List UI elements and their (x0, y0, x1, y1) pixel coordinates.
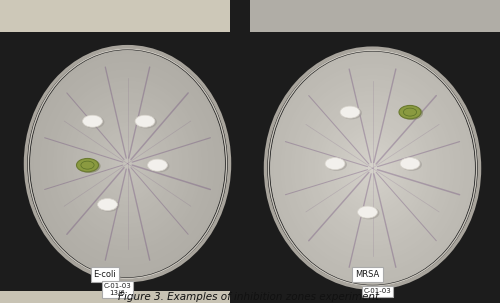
Ellipse shape (52, 76, 202, 251)
Text: C-01-03
13/6: C-01-03 13/6 (104, 283, 132, 296)
Ellipse shape (348, 141, 397, 195)
Ellipse shape (294, 79, 451, 258)
Ellipse shape (270, 52, 475, 285)
Ellipse shape (36, 58, 218, 270)
Ellipse shape (325, 158, 345, 170)
Ellipse shape (400, 106, 423, 120)
Ellipse shape (358, 206, 378, 218)
Ellipse shape (298, 83, 448, 254)
Ellipse shape (136, 116, 157, 128)
Ellipse shape (290, 75, 454, 261)
Ellipse shape (287, 71, 458, 265)
Ellipse shape (366, 160, 380, 176)
Ellipse shape (358, 207, 380, 219)
Ellipse shape (66, 92, 189, 236)
Ellipse shape (114, 148, 140, 179)
Ellipse shape (321, 110, 424, 227)
Ellipse shape (98, 130, 157, 198)
Ellipse shape (345, 137, 400, 199)
Ellipse shape (400, 158, 420, 170)
Ellipse shape (111, 145, 144, 182)
Ellipse shape (274, 55, 471, 281)
Ellipse shape (82, 111, 173, 217)
Ellipse shape (352, 145, 393, 191)
Ellipse shape (43, 65, 212, 262)
Text: C-01-03: C-01-03 (364, 288, 392, 295)
FancyBboxPatch shape (250, 0, 500, 32)
Ellipse shape (98, 198, 117, 211)
Ellipse shape (314, 102, 430, 234)
Ellipse shape (318, 106, 427, 230)
Ellipse shape (79, 107, 176, 221)
Ellipse shape (76, 158, 98, 172)
Ellipse shape (332, 122, 413, 215)
Ellipse shape (40, 61, 215, 266)
Ellipse shape (105, 137, 150, 190)
Ellipse shape (92, 122, 163, 205)
Ellipse shape (124, 160, 131, 167)
Ellipse shape (335, 125, 410, 211)
Text: E-coli: E-coli (94, 270, 116, 279)
FancyBboxPatch shape (0, 0, 230, 32)
Ellipse shape (277, 59, 468, 277)
Ellipse shape (78, 159, 100, 173)
Ellipse shape (324, 114, 420, 223)
Ellipse shape (95, 126, 160, 201)
Ellipse shape (328, 118, 417, 219)
Ellipse shape (60, 84, 196, 243)
Ellipse shape (280, 63, 465, 273)
Ellipse shape (342, 133, 403, 203)
Ellipse shape (284, 67, 462, 269)
Ellipse shape (338, 129, 406, 207)
Ellipse shape (148, 160, 170, 172)
Ellipse shape (311, 98, 434, 238)
Ellipse shape (326, 158, 347, 171)
Ellipse shape (304, 90, 441, 246)
Ellipse shape (308, 94, 438, 242)
Ellipse shape (62, 88, 192, 239)
Ellipse shape (362, 156, 383, 180)
Ellipse shape (88, 118, 166, 209)
Ellipse shape (30, 50, 225, 277)
Ellipse shape (46, 69, 209, 258)
Ellipse shape (50, 73, 205, 255)
Ellipse shape (135, 115, 155, 127)
Ellipse shape (369, 164, 376, 172)
Ellipse shape (82, 115, 102, 127)
Ellipse shape (401, 158, 422, 171)
Ellipse shape (341, 107, 362, 119)
Ellipse shape (84, 116, 104, 128)
Ellipse shape (102, 133, 154, 194)
Ellipse shape (56, 80, 199, 247)
Ellipse shape (76, 103, 180, 224)
Ellipse shape (340, 106, 360, 118)
Ellipse shape (121, 156, 134, 171)
Ellipse shape (301, 87, 444, 250)
FancyBboxPatch shape (0, 291, 230, 303)
Text: MRSA: MRSA (356, 270, 380, 279)
Ellipse shape (98, 199, 119, 212)
Ellipse shape (148, 159, 168, 171)
Ellipse shape (118, 152, 137, 175)
Ellipse shape (356, 149, 390, 188)
Ellipse shape (85, 114, 170, 213)
Ellipse shape (69, 95, 186, 232)
Ellipse shape (359, 153, 386, 184)
Ellipse shape (33, 54, 222, 273)
Ellipse shape (399, 105, 421, 119)
Text: Figure 3. Examples of inhibition zones experiment.: Figure 3. Examples of inhibition zones e… (118, 292, 382, 302)
Ellipse shape (108, 141, 147, 186)
Ellipse shape (72, 99, 183, 228)
